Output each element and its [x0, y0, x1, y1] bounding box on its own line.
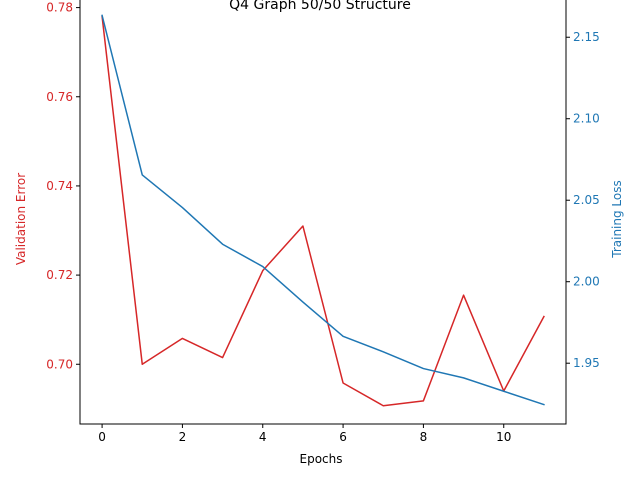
right-tick-label: 1.95 [573, 356, 600, 370]
plot-frame [79, 0, 567, 425]
validation-error-line [101, 15, 545, 407]
left-axis-ticks: 0.70 0.72 0.74 0.76 0.78 [46, 1, 80, 371]
right-tick-label: 2.10 [573, 112, 600, 126]
right-axis-ticks: 1.95 2.00 2.05 2.10 2.15 [566, 30, 600, 370]
x-tick-label: 8 [420, 430, 428, 444]
left-tick-label: 0.72 [46, 268, 73, 282]
x-tick-label: 6 [339, 430, 347, 444]
x-tick-label: 2 [179, 430, 187, 444]
right-tick-label: 2.00 [573, 275, 600, 289]
left-tick-label: 0.76 [46, 90, 73, 104]
left-tick-label: 0.70 [46, 357, 73, 371]
left-tick-label: 0.74 [46, 179, 73, 193]
left-tick-label: 0.78 [46, 1, 73, 15]
x-tick-label: 4 [259, 430, 267, 444]
x-tick-label: 0 [98, 430, 106, 444]
plot-area [79, 0, 567, 425]
x-axis-ticks: 0 2 4 6 8 10 [98, 424, 511, 444]
series-layer [101, 14, 545, 407]
x-tick-label: 10 [496, 430, 511, 444]
x-axis-label: Epochs [300, 452, 343, 466]
chart-title: Q4 Graph 50/50 Structure [229, 0, 411, 13]
right-tick-label: 2.05 [573, 193, 600, 207]
right-axis-label: Training Loss [610, 180, 624, 258]
right-tick-label: 2.15 [573, 30, 600, 44]
left-axis-label: Validation Error [14, 173, 28, 265]
training-loss-line [101, 14, 545, 406]
